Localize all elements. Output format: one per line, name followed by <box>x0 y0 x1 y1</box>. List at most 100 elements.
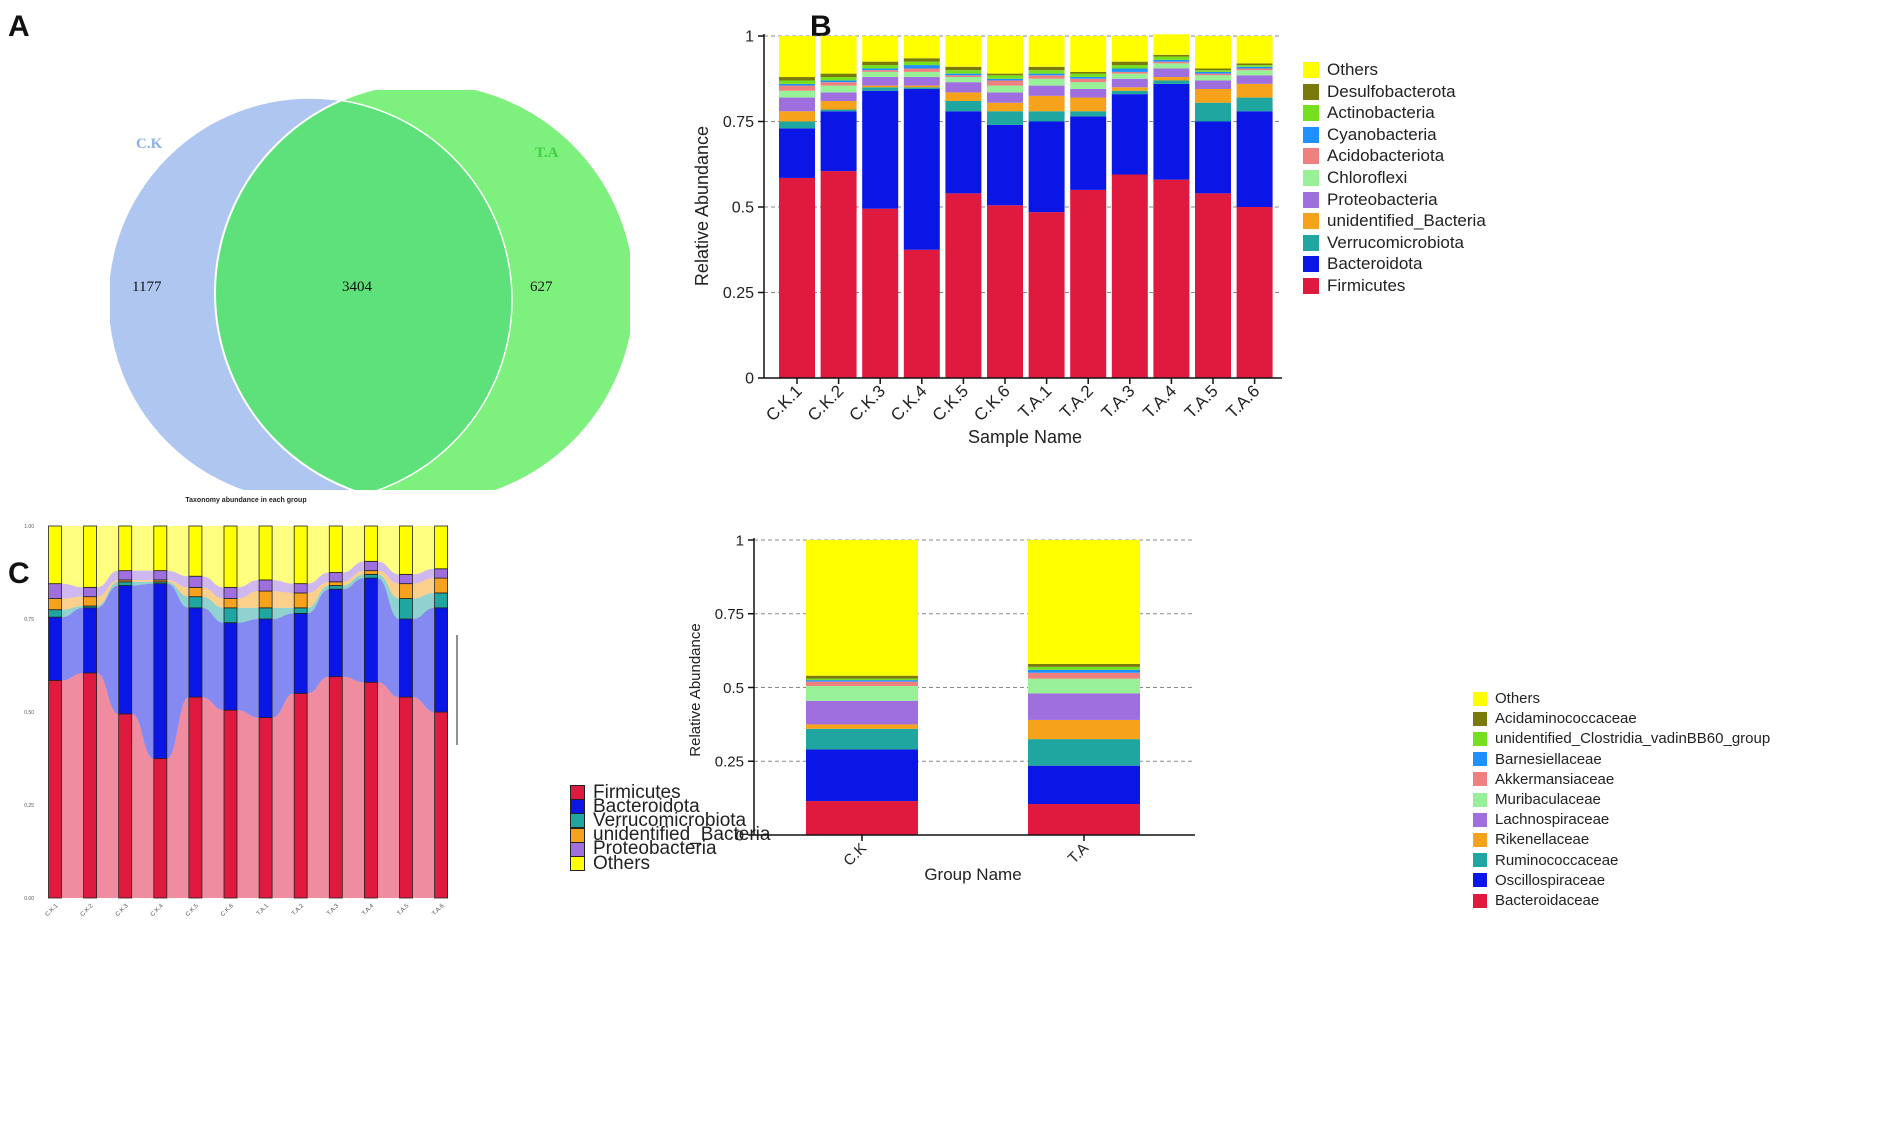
b-bar-t-a-2-actinobacteria <box>1070 73 1107 78</box>
d-legend-item-ruminococcaceae: Ruminococcaceae <box>1473 852 1618 869</box>
c-bar-t-a-3-others <box>328 525 343 573</box>
venn-count-intersection: 3404 <box>342 279 373 295</box>
c-flow-bacteroidota-7 <box>272 613 295 718</box>
b-legend-item-bacteroidota: Bacteroidota <box>1303 254 1422 274</box>
c-bar-t-a-2-bacteroidota <box>293 613 308 694</box>
b-xtick-label-t-a-2: T.A.2 <box>1056 381 1097 422</box>
c-bar-c-k-1-verrucomicrobiota <box>48 609 62 618</box>
c-flow-others-5 <box>201 526 224 588</box>
c-flow-firmicutes-9 <box>342 676 365 898</box>
c-bar-t-a-1-verrucomicrobiota <box>258 607 273 620</box>
d-xtick-label-t-a: T.A <box>1065 840 1092 867</box>
c-legend-label-verrucomicrobiota: Verrucomicrobiota <box>593 809 747 831</box>
c-flow-others-8 <box>307 526 330 584</box>
venn-intersection <box>215 98 512 490</box>
b-bar-t-a-3-verrucomicrobiota <box>1111 90 1148 95</box>
c-flow-verrucomicrobiota-9 <box>342 574 365 590</box>
b-bar-c-k-6-chloroflexi <box>987 85 1023 93</box>
c-flow-firmicutes-2 <box>96 672 119 898</box>
b-bar-t-a-6-bacteroidota <box>1236 111 1273 207</box>
b-bar-c-k-4-desulfobacterota <box>903 58 940 62</box>
b-legend-item-desulfobacterota: Desulfobacterota <box>1303 82 1456 102</box>
c-bar-t-a-6-proteobacteria <box>434 568 449 579</box>
c-bar-t-a-4-firmicutes <box>363 681 378 899</box>
d-bar-c-k-others <box>806 540 918 676</box>
b-bar-t-a-1-firmicutes <box>1028 212 1065 378</box>
b-bar-t-a-3-actinobacteria <box>1111 65 1148 69</box>
b-bar-t-a-6-chloroflexi <box>1236 70 1273 76</box>
c-bar-t-a-4-others <box>363 525 378 562</box>
b-ytick-label: 0.75 <box>723 114 754 131</box>
c-flow-proteobacteria-1 <box>61 583 84 599</box>
b-bar-c-k-5-actinobacteria <box>945 70 982 74</box>
b-bar-c-k-5-unidentified-bacteria <box>945 92 982 101</box>
b-bar-c-k-2-desulfobacterota <box>820 73 857 78</box>
c-bar-c-k-2-firmicutes <box>83 672 97 899</box>
c-flow-others-7 <box>272 526 295 584</box>
c-bar-t-a-1-proteobacteria <box>258 579 273 592</box>
c-bar-c-k-3-others <box>118 525 133 572</box>
c-flow-firmicutes-3 <box>131 713 154 898</box>
b-bar-t-a-6-acidobacteriota <box>1236 68 1273 71</box>
c-flow-firmicutes-8 <box>307 676 330 898</box>
b-bar-c-k-3-proteobacteria <box>862 77 899 86</box>
d-legend-item-barnesiellaceae: Barnesiellaceae <box>1473 751 1602 768</box>
b-bar-t-a-3-chloroflexi <box>1111 73 1148 79</box>
b-bar-t-a-3-unidentified-bacteria <box>1111 87 1148 91</box>
c-flow-firmicutes-5 <box>201 697 224 898</box>
d-legend-label-rikenellaceae: Rikenellaceae <box>1495 831 1590 849</box>
c-bar-c-k-5-unidentified-bacteria <box>188 586 203 598</box>
c-flow-others-1 <box>61 526 84 588</box>
chart-d-family-relative-abundance: 0 0.25 0.5 0.75 1 C.K T.A Relative Abundance G… <box>687 532 1195 884</box>
c-flow-unidentified-bacteria-3 <box>131 579 154 582</box>
b-legend-swatch-others <box>1303 62 1319 78</box>
b-bar-t-a-5-unidentified-bacteria <box>1195 89 1231 103</box>
c-flow-unidentified-bacteria-7 <box>272 591 295 608</box>
b-xtick-label-t-a-6: T.A.6 <box>1223 381 1264 422</box>
c-ytick-label: 1.00 <box>24 524 34 530</box>
c-bar-t-a-5-bacteroidota <box>399 618 413 698</box>
d-bar-c-k-akkermansiaceae <box>806 681 918 687</box>
b-legend-swatch-verrucomicrobiota <box>1303 234 1319 251</box>
b-bar-c-k-3-firmicutes <box>862 208 899 378</box>
b-bar-c-k-1-others <box>779 36 815 78</box>
b-bar-c-k-3-bacteroidota <box>862 90 899 209</box>
c-flow-firmicutes-7 <box>272 693 295 898</box>
c-bar-c-k-1-others <box>48 525 62 585</box>
b-bar-t-a-1-verrucomicrobiota <box>1028 111 1065 122</box>
c-bar-c-k-6-others <box>223 525 238 588</box>
b-bar-c-k-2-cyanobacteria <box>820 80 857 83</box>
c-bar-t-a-5-proteobacteria <box>399 573 413 585</box>
panel-label-a: A <box>8 10 30 43</box>
b-bar-t-a-2-proteobacteria <box>1070 89 1107 98</box>
b-bar-c-k-1-acidobacteriota <box>779 85 815 91</box>
d-bar-c-k-bacteroidaceae <box>806 801 918 835</box>
d-legend-label-barnesiellaceae: Barnesiellaceae <box>1495 750 1602 768</box>
b-legend-swatch-actinobacteria <box>1303 105 1319 122</box>
c-flow-proteobacteria-8 <box>307 572 330 593</box>
c-bar-c-k-5-verrucomicrobiota <box>188 596 203 609</box>
c-bar-c-k-5-others <box>188 525 203 577</box>
b-bar-c-k-6-others <box>987 39 1023 74</box>
c-bar-t-a-4-verrucomicrobiota <box>363 573 378 579</box>
b-xtick-label-t-a-3: T.A.3 <box>1098 381 1139 422</box>
d-legend-swatch-oscillospiraceae <box>1473 873 1487 888</box>
b-legend-item-acidobacteriota: Acidobacteriota <box>1303 146 1444 166</box>
c-bar-c-k-1-firmicutes <box>48 679 62 899</box>
panel-label-c: C <box>8 557 30 590</box>
c-flow-firmicutes-1 <box>61 672 84 898</box>
c-bar-t-a-5-others <box>399 525 413 575</box>
b-bar-c-k-1-proteobacteria <box>779 97 815 112</box>
b-legend-item-chloroflexi: Chloroflexi <box>1303 168 1407 188</box>
d-ytick-label: 1 <box>736 532 744 549</box>
d-legend-label-acidaminococcaceae: Acidaminococcaceae <box>1495 710 1637 728</box>
d-bar-t-a-acidaminococcaceae <box>1028 663 1140 667</box>
b-bar-t-a-3-cyanobacteria <box>1111 68 1148 72</box>
c-flow-others-3 <box>131 526 154 571</box>
b-bar-c-k-3-unidentified-bacteria <box>862 85 899 88</box>
c-flow-verrucomicrobiota-1 <box>61 605 84 618</box>
d-legend-label-oscillospiraceae: Oscillospiraceae <box>1495 871 1606 889</box>
b-bar-c-k-1-unidentified-bacteria <box>779 111 815 122</box>
c-legend-item-verrucomicrobiota: Verrucomicrobiota <box>570 809 747 831</box>
b-bar-t-a-4-cyanobacteria <box>1153 59 1190 62</box>
